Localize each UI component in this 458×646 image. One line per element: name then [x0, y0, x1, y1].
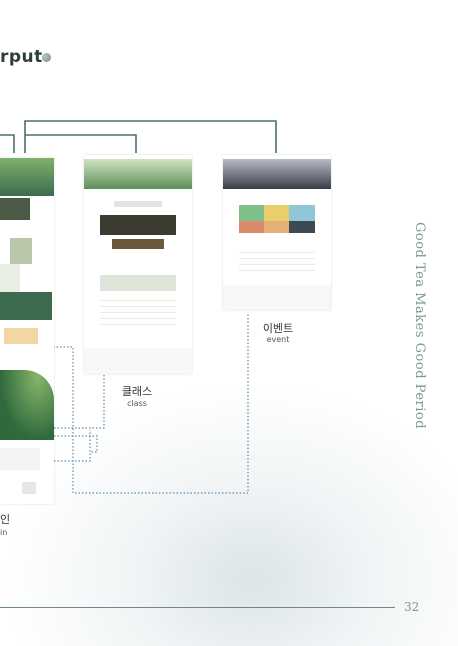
- class-table: [100, 295, 176, 329]
- main-page-thumbnail: [0, 158, 54, 504]
- class-gallery: [100, 275, 176, 291]
- main-plant: [0, 264, 20, 292]
- main-band: [0, 292, 52, 320]
- main-label-en: in: [0, 528, 8, 537]
- dotted-link-event: [46, 313, 249, 494]
- event-banners-2: [239, 221, 315, 233]
- title-dot-icon: [42, 53, 51, 62]
- class-feature-row: [100, 215, 176, 235]
- class-footer: [84, 348, 192, 374]
- class-hero: [84, 159, 192, 189]
- event-hero: [223, 159, 331, 189]
- main-label-ko: 인: [0, 513, 11, 526]
- vertical-slogan: Good Tea Makes Good Period: [412, 222, 427, 430]
- main-photo: [0, 198, 30, 220]
- event-label-ko: 이벤트: [262, 322, 294, 335]
- main-tea-field: [0, 370, 54, 440]
- class-feature-row-2: [112, 239, 164, 249]
- connector-main: [0, 134, 15, 153]
- event-page-thumbnail: [223, 155, 331, 310]
- dotted-link-class-a: [54, 374, 105, 429]
- class-page-thumbnail: [84, 155, 192, 374]
- main-photo-2: [10, 238, 32, 264]
- event-footer: [223, 285, 331, 310]
- event-label-en: event: [266, 335, 290, 344]
- page-title: rput: [0, 47, 43, 67]
- dotted-link-class-b: [54, 435, 98, 453]
- event-table: [239, 247, 315, 275]
- class-label-ko: 클래스: [121, 385, 153, 398]
- main-cards: [4, 328, 38, 344]
- connector-top: [24, 120, 277, 153]
- connector-class: [25, 134, 137, 153]
- page-number: 32: [404, 600, 420, 614]
- main-hero: [0, 158, 54, 196]
- watercolor-background: [0, 380, 458, 646]
- footer-rule: [0, 607, 395, 608]
- class-label-en: class: [127, 399, 147, 408]
- main-footer: [22, 482, 36, 494]
- dotted-link-class-c: [54, 430, 91, 462]
- class-title-bar: [114, 201, 162, 207]
- main-text-block: [0, 448, 40, 470]
